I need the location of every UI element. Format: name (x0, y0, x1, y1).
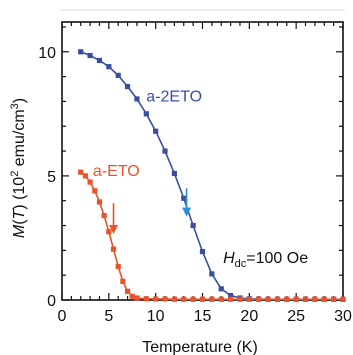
x-tick-label: 5 (104, 308, 113, 325)
data-point (321, 296, 327, 302)
transition-arrow-head (182, 207, 192, 217)
y-axis-units-pre: (10 (11, 177, 28, 205)
x-tick-label: 15 (194, 308, 212, 325)
data-point (246, 296, 252, 302)
field-value: =100 Oe (246, 250, 308, 267)
data-point (82, 173, 89, 179)
data-point (218, 296, 224, 302)
y-axis-paren-close: ) (11, 204, 28, 209)
annotations: Hdc=100 Oe (223, 250, 308, 270)
data-point (331, 296, 337, 302)
series-label: a-2ETO (146, 88, 202, 105)
data-point (106, 64, 112, 70)
data-point (181, 296, 187, 302)
data-point (115, 263, 121, 270)
data-point (218, 286, 224, 292)
data-point (171, 296, 177, 302)
data-point (237, 296, 243, 302)
x-tick-label: 0 (58, 308, 67, 325)
x-tick-label: 20 (240, 308, 258, 325)
data-point (302, 296, 309, 302)
data-point (209, 271, 215, 277)
data-point (153, 128, 159, 134)
data-point (92, 188, 98, 194)
field-symbol: H (223, 250, 235, 267)
series-a-ETO: a-ETO (78, 163, 346, 302)
data-point (265, 296, 271, 302)
data-point (129, 293, 135, 299)
x-tick-label: 30 (334, 308, 352, 325)
data-point (190, 296, 196, 302)
data-point (120, 278, 126, 284)
y-tick-label: 10 (38, 45, 56, 62)
data-point (134, 295, 140, 301)
data-point (87, 179, 93, 185)
y-axis-title: M(T) (102 emu/cm3) (9, 98, 28, 238)
data-point (284, 296, 290, 302)
y-axis-units-post: emu/cm (11, 109, 28, 170)
y-axis-var: M (11, 224, 28, 238)
field-annotation: Hdc=100 Oe (223, 250, 308, 270)
y-axis-units-exp: 3 (9, 103, 21, 109)
transition-arrow-head (109, 224, 119, 234)
y-axis-exp: 2 (9, 171, 21, 177)
data-point (162, 296, 168, 302)
data-point (199, 296, 206, 302)
data-point (181, 195, 187, 201)
x-tick-label: 10 (147, 308, 165, 325)
data-point (190, 222, 196, 229)
data-point (143, 296, 149, 302)
data-point (162, 148, 168, 154)
data-point (110, 246, 117, 252)
x-tick-label: 25 (287, 308, 305, 325)
data-point (143, 111, 149, 117)
y-axis-paren-var: T (11, 208, 28, 219)
data-point (293, 296, 299, 302)
data-point (101, 213, 107, 219)
data-point (124, 83, 131, 90)
data-point (78, 49, 84, 55)
data-point (199, 248, 206, 255)
data-point (96, 57, 103, 64)
y-tick-label: 0 (47, 293, 56, 310)
data-point (274, 296, 281, 302)
y-axis-units-end: ) (11, 98, 28, 103)
data-point (134, 96, 140, 102)
data-point (228, 292, 234, 299)
data-point (96, 199, 103, 205)
data-point (115, 72, 121, 78)
data-point (256, 296, 262, 302)
data-point (124, 288, 131, 294)
axis-ticks: 0 5 10 15 20 25 30 0 5 10 (38, 22, 352, 325)
data-point (312, 296, 318, 302)
data-point (340, 296, 346, 302)
data-point (153, 296, 159, 302)
series-label: a-ETO (93, 163, 140, 180)
data-point (106, 229, 112, 235)
y-tick-label: 5 (47, 169, 56, 186)
y-axis-paren-open: ( (11, 219, 28, 225)
data-point (171, 170, 177, 177)
data-point (87, 52, 93, 59)
data-point (209, 296, 215, 302)
x-axis-title: Temperature (K) (142, 339, 258, 355)
data-point (78, 169, 84, 175)
data-point (228, 296, 234, 302)
data-series: a-2ETO a-ETO (78, 49, 346, 302)
field-subscript: dc (235, 258, 247, 270)
